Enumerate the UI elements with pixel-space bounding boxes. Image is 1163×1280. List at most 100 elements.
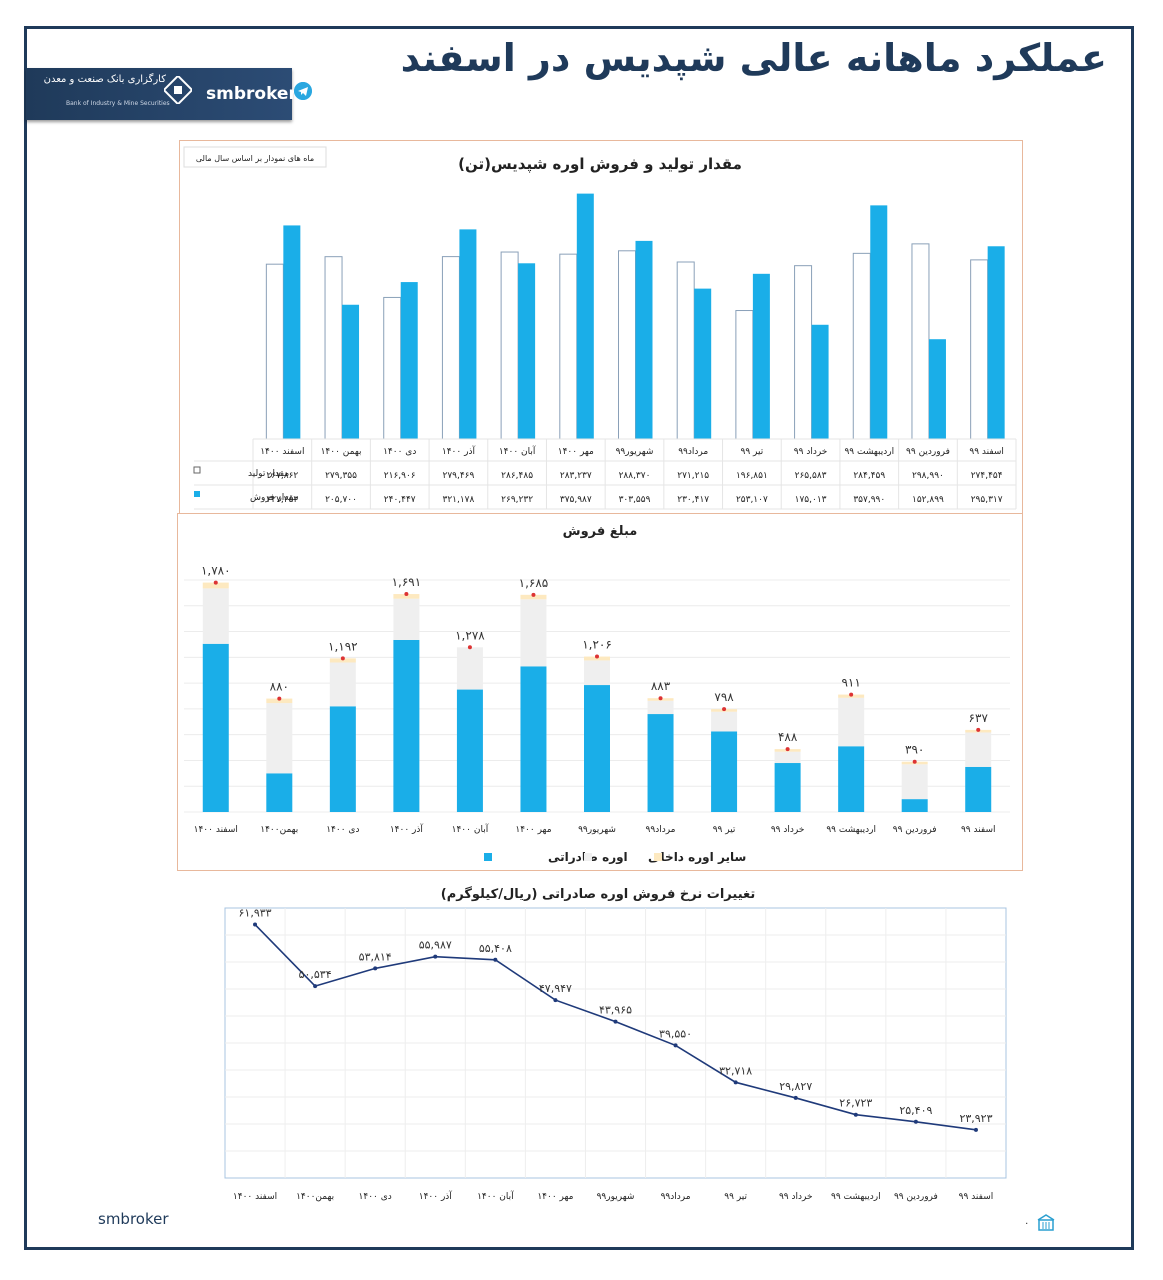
total-label: ۷۹۸: [714, 690, 734, 704]
bar-sales: [928, 339, 946, 439]
category-label: مرداد۹۹: [646, 825, 676, 835]
category-label: مهر ۱۴۰۰: [515, 825, 551, 835]
bar-export: [901, 799, 928, 812]
production-value: ۲۷۹,۳۵۵: [325, 471, 357, 481]
legend-other: سایر: [717, 850, 746, 864]
bar-sales: [576, 193, 594, 439]
category-label: مرداد۹۹: [661, 1192, 691, 1202]
bar-sales: [400, 282, 418, 439]
legend-sales-swatch: [194, 491, 200, 497]
total-marker: [976, 727, 981, 732]
category-label: اسفند ۹۹: [959, 1192, 994, 1202]
bar-domestic: [456, 647, 483, 690]
bar-sales: [752, 273, 770, 439]
bar-export: [965, 766, 992, 812]
logo-bank-english: Bank of Industry & Mine Securities: [66, 100, 170, 107]
category-label: تیر ۹۹: [713, 825, 736, 835]
production-value: ۲۷۱,۲۱۵: [677, 471, 709, 481]
point-label: ۴۷,۹۴۷: [539, 982, 572, 995]
category-label: بهمن۱۴۰۰: [260, 825, 298, 835]
sales-value: ۳۲۷,۲۵۳: [266, 495, 298, 505]
line-point: [373, 966, 378, 971]
point-label: ۲۵,۴۰۹: [899, 1104, 932, 1117]
category-label: بهمن۱۴۰۰: [296, 1192, 334, 1202]
category-label: فروردین ۹۹: [893, 825, 937, 835]
category-label: بهمن ۱۴۰۰: [321, 447, 362, 457]
total-marker: [785, 747, 790, 752]
total-label: ۱,۲۰۶: [582, 638, 612, 652]
sales-value: ۳۵۷,۹۹۰: [853, 495, 885, 505]
total-label: ۳۹۰: [905, 743, 924, 757]
category-label: آذر ۱۴۰۰: [442, 445, 476, 457]
bar-domestic: [520, 599, 547, 667]
total-label: ۴۸۸: [778, 730, 798, 744]
chart-note-box: [183, 146, 327, 168]
bar-production: [852, 252, 871, 440]
category-label: اسفند ۹۹: [969, 447, 1004, 457]
bar-domestic: [202, 588, 229, 644]
bar-export: [520, 666, 547, 812]
legend-sales: مقدار فروش: [250, 493, 299, 503]
bar-sales: [283, 225, 301, 439]
total-marker: [467, 645, 472, 650]
legend-production: مقدار تولید: [248, 469, 289, 479]
category-label: مهر ۱۴۰۰: [558, 447, 594, 457]
sales-value: ۲۰۵,۷۰۰: [325, 495, 357, 505]
category-label: فروردین ۹۹: [906, 447, 950, 457]
legend-domestic: اوره داخلی: [648, 850, 714, 865]
category-label: خرداد ۹۹: [794, 447, 828, 457]
legend-production-swatch: [193, 466, 201, 474]
point-label: ۵۳,۸۱۴: [359, 950, 392, 963]
bar-export: [838, 746, 865, 812]
category-label: خرداد ۹۹: [779, 1192, 813, 1202]
category-label: شهریور۹۹: [597, 1192, 635, 1202]
logo-brand-name: smbroker: [206, 84, 297, 104]
category-label: دی ۱۴۰۰: [359, 1192, 392, 1202]
total-marker: [213, 580, 218, 585]
legend-export-swatch: [484, 853, 492, 861]
bar-export: [329, 706, 356, 812]
bar-other: [329, 658, 356, 663]
bar-production: [794, 265, 813, 440]
production-value: ۲۸۳,۲۳۷: [560, 471, 592, 481]
telegram-icon[interactable]: [294, 82, 312, 100]
bar-production: [559, 253, 578, 440]
bar-production: [970, 259, 989, 440]
category-label: دی ۱۴۰۰: [326, 825, 359, 835]
logo-bank-name: کارگزاری بانک صنعت و معدن: [43, 74, 166, 85]
total-label: ۱,۶۸۵: [519, 576, 549, 590]
bar-production: [676, 261, 695, 440]
bar-production: [324, 256, 343, 440]
chart-export-price: تغییرات نرخ فروش اوره صادراتی (ریال/کیلو…: [177, 873, 1023, 1215]
bar-export: [647, 714, 674, 812]
bar-other: [520, 594, 547, 600]
production-value: ۱۹۶,۸۵۱: [736, 471, 768, 481]
sales-value: ۲۹۵,۳۱۷: [971, 495, 1003, 505]
sales-value: ۲۴۰,۴۴۷: [384, 495, 416, 505]
export-price-chart-svg: تغییرات نرخ فروش اوره صادراتی (ریال/کیلو…: [224, 886, 1007, 1202]
sales-amount-chart-svg: مبلغ فروش ۱,۷۸۰ اسفند ۱۴۰۰ ۸۸۰ بهمن۱۴۰۰ ۱,۱۹۲…: [184, 524, 1010, 865]
bar-other: [202, 582, 229, 589]
point-label: ۴۳,۹۶۵: [599, 1004, 632, 1017]
page-marker: ۰: [1024, 1218, 1030, 1229]
category-label: شهریور۹۹: [616, 447, 654, 457]
chart-title: تغییرات نرخ فروش اوره صادراتی (ریال/کیلو…: [441, 886, 755, 902]
page-title: عملکرد ماهانه عالی شپدیس در اسفند: [400, 36, 1107, 80]
point-label: ۵۵,۹۸۷: [419, 939, 452, 952]
bank-logo-icon: [164, 76, 192, 104]
sales-value: ۱۵۲,۸۹۹: [912, 495, 944, 505]
sales-value: ۳۷۵,۹۸۷: [560, 495, 592, 505]
total-marker: [595, 654, 599, 659]
broker-logo[interactable]: کارگزاری بانک صنعت و معدن Bank of Indust…: [26, 68, 312, 120]
category-label: اسفند ۱۴۰۰: [194, 825, 238, 835]
category-label: اسفند ۱۴۰۰: [233, 1192, 277, 1202]
point-label: ۳۲,۷۱۸: [719, 1064, 752, 1077]
total-label: ۱,۶۹۱: [392, 575, 422, 589]
bar-production: [911, 243, 930, 440]
line-point: [313, 984, 318, 989]
bar-domestic: [584, 660, 610, 686]
line-point: [613, 1019, 618, 1024]
bar-sales: [635, 240, 653, 439]
category-label: فروردین ۹۹: [894, 1192, 938, 1202]
production-value: ۲۱۶,۹۰۶: [384, 471, 416, 481]
